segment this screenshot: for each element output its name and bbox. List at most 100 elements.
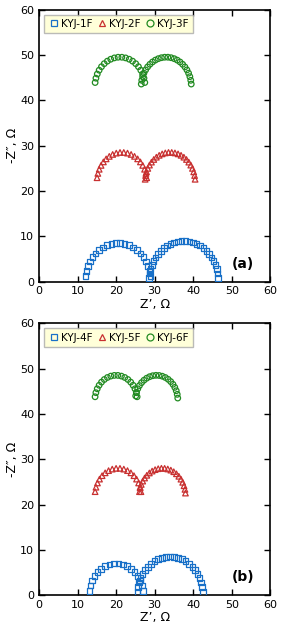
Point	[138, 157, 143, 167]
Point	[215, 268, 220, 278]
Point	[213, 260, 218, 270]
Point	[123, 372, 127, 382]
Point	[102, 374, 107, 384]
Point	[137, 578, 142, 588]
Point	[95, 69, 100, 79]
Point	[97, 164, 102, 175]
Point	[166, 52, 170, 62]
Point	[144, 168, 148, 178]
Point	[168, 552, 172, 562]
Point	[199, 578, 203, 588]
Point	[150, 260, 154, 270]
Point	[162, 243, 166, 253]
Point	[116, 52, 120, 62]
Point	[112, 559, 116, 569]
Point	[143, 565, 147, 575]
Point	[130, 56, 135, 66]
Point	[182, 481, 186, 491]
Point	[125, 148, 130, 158]
Point	[141, 586, 145, 596]
Point	[175, 393, 180, 403]
Point	[175, 55, 179, 65]
Point	[93, 248, 98, 258]
Point	[186, 68, 191, 78]
Point	[181, 478, 185, 488]
Point	[177, 471, 181, 481]
Point	[179, 474, 183, 484]
Point	[150, 466, 155, 476]
Point	[149, 157, 154, 167]
Point	[93, 77, 97, 88]
Point	[135, 392, 140, 402]
Point	[97, 65, 101, 75]
Point	[169, 465, 173, 475]
Point	[96, 168, 100, 178]
Point	[139, 479, 143, 490]
Point	[183, 484, 187, 495]
Point	[142, 473, 147, 483]
Point	[101, 243, 105, 253]
Point	[158, 246, 163, 256]
Point	[132, 567, 137, 577]
Point	[126, 374, 130, 384]
Point	[150, 57, 155, 67]
Point	[127, 54, 131, 64]
Point	[183, 488, 188, 498]
Point	[183, 62, 187, 72]
Point	[138, 483, 142, 493]
Point	[192, 171, 197, 181]
Legend: KYJ-4F, KYJ-5F, KYJ-6F: KYJ-4F, KYJ-5F, KYJ-6F	[44, 328, 193, 347]
Point	[134, 474, 139, 484]
Point	[148, 59, 152, 69]
Point	[157, 370, 161, 381]
Point	[93, 392, 97, 402]
Point	[149, 559, 153, 569]
Point	[107, 559, 112, 570]
Point	[140, 161, 145, 171]
Point	[179, 236, 184, 246]
X-axis label: Z’, Ω: Z’, Ω	[140, 298, 170, 311]
Point	[99, 564, 103, 574]
Point	[109, 239, 114, 249]
Point	[83, 271, 88, 281]
Point	[99, 62, 104, 72]
Point	[94, 482, 98, 492]
Point	[86, 261, 90, 271]
Point	[99, 161, 103, 171]
Point	[135, 245, 139, 255]
Point	[106, 466, 111, 476]
Point	[143, 77, 147, 88]
Point	[105, 372, 110, 382]
Point	[160, 553, 164, 563]
Point	[142, 375, 146, 386]
Point	[163, 372, 168, 382]
Point	[169, 53, 173, 63]
Point	[157, 151, 161, 161]
Point	[171, 379, 175, 389]
Point	[110, 149, 115, 159]
Point	[142, 164, 147, 175]
Point	[116, 370, 120, 381]
Point	[102, 59, 106, 69]
Point	[159, 53, 164, 63]
Point	[168, 239, 173, 249]
Point	[105, 240, 109, 250]
Point	[140, 75, 144, 85]
Point	[88, 580, 93, 590]
Point	[151, 154, 156, 164]
Point	[151, 256, 156, 266]
Point	[186, 157, 191, 167]
Point	[187, 236, 192, 246]
Point	[143, 65, 148, 75]
Point	[136, 62, 141, 72]
Point	[193, 565, 197, 575]
Point	[144, 256, 148, 266]
Point	[108, 54, 113, 64]
Point	[112, 370, 117, 381]
Point	[153, 55, 158, 65]
Point	[159, 463, 164, 473]
Point	[140, 476, 145, 486]
Point	[147, 268, 152, 278]
Point	[151, 370, 155, 381]
Point	[145, 163, 150, 173]
